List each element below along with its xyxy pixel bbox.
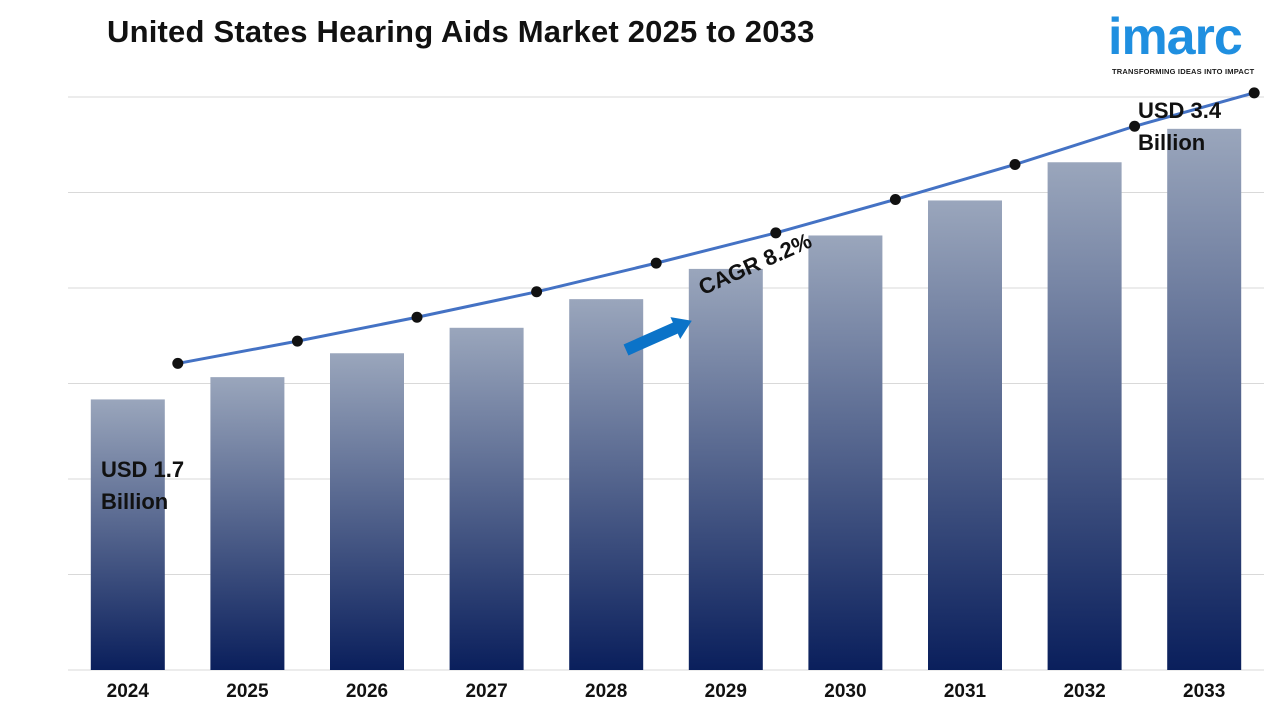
bar-2033	[1167, 128, 1242, 671]
bar-2028	[569, 299, 644, 670]
trend-marker-2026	[411, 311, 423, 323]
start-value-annotation: USD 1.7 Billion	[101, 454, 184, 518]
x-tick-label: 2026	[346, 681, 388, 702]
start-value-line1: USD 1.7	[101, 457, 185, 482]
x-tick-label: 2032	[1063, 681, 1105, 702]
trend-marker-2033	[1248, 87, 1260, 99]
start-value-line2: Billion	[101, 489, 169, 514]
trend-marker-2032	[1129, 120, 1141, 132]
trend-marker-2030	[889, 193, 901, 205]
end-value-annotation: USD 3.4 Billion	[1138, 95, 1221, 159]
bar-2032	[1047, 162, 1122, 670]
end-value-line2: Billion	[1138, 130, 1206, 155]
x-tick-labels: 2024 2025 2026 2027 2028 2029 2030 2031 2032 2033	[107, 681, 1226, 702]
x-tick-label: 2030	[824, 681, 866, 702]
bar-2030	[808, 235, 883, 670]
trend-marker-2025	[291, 335, 303, 347]
trend-line	[172, 87, 1260, 369]
x-tick-label: 2028	[585, 681, 627, 702]
x-tick-label: 2025	[226, 681, 269, 702]
trend-marker-2029	[770, 227, 782, 239]
bars	[90, 128, 1242, 671]
x-tick-label: 2031	[944, 681, 987, 702]
trend-marker-2027	[531, 286, 543, 298]
chart-title: United States Hearing Aids Market 2025 t…	[107, 14, 815, 49]
bar-2029	[688, 268, 763, 670]
logo-tagline: TRANSFORMING IDEAS INTO IMPACT	[1112, 67, 1255, 76]
bar-2031	[928, 200, 1002, 671]
trend-marker-2024	[172, 357, 184, 369]
cagr-arrow	[623, 317, 692, 356]
logo-wordmark: imarc	[1108, 8, 1243, 66]
bar-2026	[330, 353, 404, 670]
trend-marker-2031	[1009, 158, 1021, 170]
x-tick-label: 2029	[705, 681, 747, 702]
bar-2027	[449, 327, 524, 670]
x-tick-label: 2024	[107, 681, 150, 702]
x-tick-label: 2033	[1183, 681, 1225, 702]
bar-2024	[90, 399, 165, 670]
trend-line-path	[177, 91, 1255, 365]
bar-2025	[210, 377, 285, 670]
imarc-logo: imarc TRANSFORMING IDEAS INTO IMPACT	[1106, 6, 1274, 80]
cagr-arrow-icon	[623, 317, 692, 356]
x-tick-label: 2027	[465, 681, 507, 702]
end-value-line1: USD 3.4	[1138, 98, 1222, 123]
trend-marker-2028	[650, 257, 662, 269]
